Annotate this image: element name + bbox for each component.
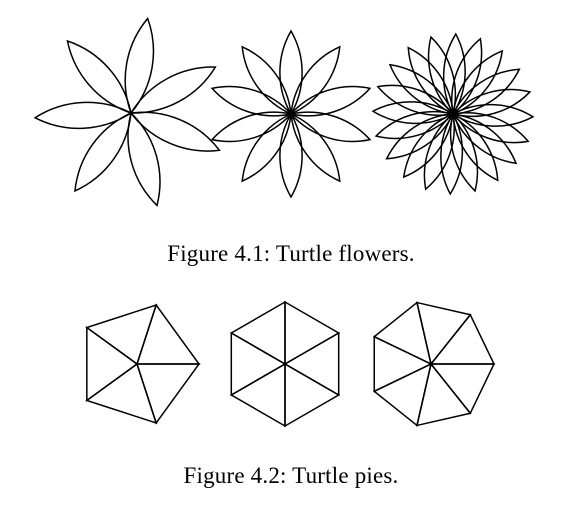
flower-10-petals [210, 29, 372, 199]
flower-petal [127, 111, 161, 207]
flower-petal [129, 111, 221, 152]
pie-wedge [429, 313, 496, 365]
flower-petal [376, 84, 455, 116]
flower-petal [402, 112, 454, 179]
flower-petal [74, 111, 132, 193]
flower-petal [451, 68, 521, 115]
flower-petal [289, 85, 372, 117]
pie-5-sides [85, 303, 201, 425]
pie-wedge [429, 363, 496, 415]
flower-petal [407, 46, 454, 116]
flower-petal [374, 110, 455, 140]
pie-wedge [135, 303, 201, 365]
flower-petal [33, 101, 133, 130]
flower-petal [452, 49, 504, 116]
pie-6-sides [229, 300, 341, 428]
pie-wedge [284, 362, 341, 428]
flower-7-petals [33, 16, 221, 207]
flower-petal [427, 35, 457, 116]
flower-petal [210, 111, 293, 143]
flower-petal [124, 16, 155, 115]
flower-petal [241, 45, 292, 116]
pie-wedge [415, 362, 472, 427]
pie-wedge [372, 362, 433, 427]
flower-petal [210, 85, 293, 117]
flower-petal [451, 88, 532, 118]
pie-wedge [85, 303, 158, 366]
pie-7-sides [372, 301, 496, 427]
flower-petal [279, 112, 303, 199]
flower-petal [423, 112, 455, 191]
flower-petal [385, 113, 455, 160]
flower-petal [451, 113, 518, 165]
flower-petal [371, 101, 455, 125]
flower-petal [451, 103, 535, 127]
pie-wedge [284, 300, 341, 366]
flower-petal [289, 111, 372, 143]
pie-wedge [372, 301, 433, 366]
flower-petal [388, 63, 455, 115]
figure-4-1-flowers [33, 16, 535, 207]
figure-4-2-caption: Figure 4.2: Turtle pies. [183, 463, 399, 488]
pie-wedge [230, 331, 287, 397]
pie-wedge [229, 362, 286, 428]
pie-wedge [415, 301, 472, 366]
flower-petal [440, 112, 464, 196]
flower-petal [449, 112, 479, 193]
pie-wedge [86, 326, 139, 402]
figure-4-1-caption: Figure 4.1: Turtle flowers. [167, 241, 415, 266]
pie-wedge [283, 331, 340, 397]
flower-petal [279, 29, 303, 116]
flower-petal [290, 45, 341, 116]
pie-wedge [373, 335, 433, 393]
flower-20-petals [371, 32, 535, 196]
flower-petal [241, 112, 292, 183]
flower-petal [129, 66, 217, 114]
flower-petal [290, 112, 341, 183]
flower-petal [451, 37, 483, 116]
flower-petal [451, 112, 530, 144]
flower-petal [66, 39, 132, 115]
figure-4-2-pies [85, 300, 496, 428]
flower-petal [452, 112, 499, 182]
pie-wedge [229, 300, 286, 366]
flower-petal [442, 32, 466, 116]
